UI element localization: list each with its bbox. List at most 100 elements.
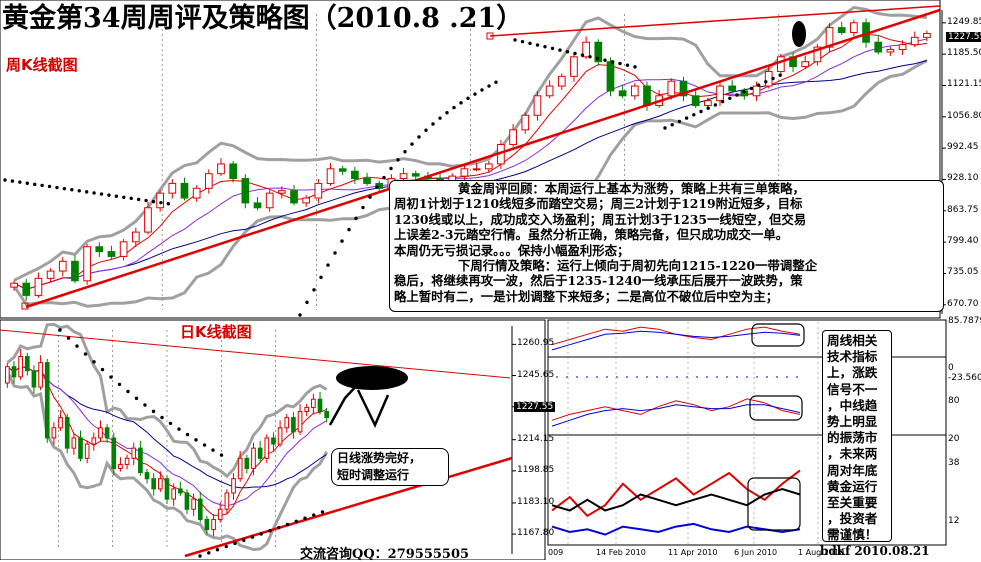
weekly-candle-body <box>764 70 773 87</box>
weekly-candle-body <box>594 41 603 63</box>
weekly-candle-body <box>752 85 761 97</box>
daily-candle-body <box>118 463 123 470</box>
weekly-dot <box>595 56 600 61</box>
daily-dot <box>250 535 255 539</box>
weekly-dot <box>778 73 782 77</box>
weekly-candle-body <box>302 197 311 204</box>
weekly-candle-body <box>691 95 700 107</box>
indicator-series-line <box>551 488 801 512</box>
weekly-candle-body <box>521 114 530 131</box>
weekly-ma-mid <box>13 38 928 290</box>
daily-dot <box>268 529 272 533</box>
weekly-candle-body <box>777 56 785 72</box>
indicator-note-box: 周线相关 技术指标 上，涨跌 信号不一 ，中线趋 势上明显 的振荡市 ，未来两 … <box>822 330 892 542</box>
weekly-candle-body <box>168 182 177 194</box>
weekly-dot <box>396 158 400 162</box>
weekly-axis-label: 799.40 <box>947 236 979 247</box>
indicator-note-line: 上，涨跌 <box>827 365 878 381</box>
daily-axis-label: 1167.80 <box>517 528 555 539</box>
daily-axis-label: 1245.65 <box>517 369 555 380</box>
weekly-candle-body <box>557 75 566 87</box>
indicator-note-line: 需谨慎！ <box>827 527 878 543</box>
weekly-dot <box>18 180 22 184</box>
daily-candle-body <box>64 417 70 449</box>
weekly-dot <box>603 58 607 62</box>
daily-candle-body <box>251 447 256 470</box>
weekly-dot <box>99 192 104 196</box>
daily-candle-body <box>297 410 303 433</box>
weekly-ma-short <box>13 33 927 290</box>
weekly-candle-body <box>923 32 931 38</box>
weekly-dot <box>452 105 456 110</box>
daily-dot <box>83 352 88 356</box>
weekly-candle-body <box>58 260 67 272</box>
weekly-dot <box>166 202 171 206</box>
weekly-dot <box>513 38 517 42</box>
indicator-series-line <box>551 404 801 427</box>
weekly-candle-body <box>898 44 907 51</box>
daily-candle-body <box>304 406 310 412</box>
daily-dot <box>277 525 281 530</box>
weekly-dot <box>735 93 739 97</box>
weekly-candle-body <box>290 190 298 204</box>
daily-candle-body <box>18 355 23 378</box>
weekly-candle-body <box>801 61 810 68</box>
daily-panel-label: 日K线截图 <box>180 323 252 341</box>
indicator-note-line: 周对年底 <box>827 462 878 478</box>
weekly-dot <box>618 61 622 66</box>
weekly-dot <box>699 109 703 114</box>
indicator-note-line: ，未来两 <box>827 446 878 462</box>
weekly-dot <box>580 53 585 57</box>
weekly-dot <box>466 96 470 101</box>
weekly-dot <box>144 198 148 203</box>
weekly-candle-body <box>71 260 79 282</box>
weekly-dot <box>84 190 89 194</box>
weekly-dot <box>771 76 775 81</box>
daily-candle-body <box>98 427 103 439</box>
weekly-dot <box>543 45 547 49</box>
weekly-annotations <box>3 5 941 317</box>
daily-candle-body <box>204 518 210 531</box>
weekly-dot <box>706 106 710 110</box>
indicator-note-line: 信号不一 <box>827 381 878 397</box>
daily-candle-body <box>4 366 10 384</box>
daily-dot <box>219 453 224 457</box>
indicator-axis-label: 38 <box>948 458 960 468</box>
indicator-note-line: 势上明显 <box>827 414 878 430</box>
weekly-dot <box>610 60 615 64</box>
weekly-axis-label: 928.10 <box>947 173 979 184</box>
weekly-dot <box>713 103 718 107</box>
weekly-axis-label: 863.75 <box>947 204 979 215</box>
commentary-line: 周初1计划于1210线短多而踏空交易；周三2计划于1219附近短多，目标 <box>394 196 803 212</box>
indicator-note-line: 周线相关 <box>827 333 878 348</box>
weekly-candle-body <box>606 61 615 92</box>
weekly-candle-body <box>703 100 712 107</box>
weekly-dot <box>159 200 163 205</box>
indicator-axis-label: 20 <box>948 434 960 444</box>
daily-dot <box>126 389 130 394</box>
weekly-current-price: 1227.55 <box>946 32 981 42</box>
weekly-dot <box>10 179 15 183</box>
daily-dot <box>177 427 181 431</box>
weekly-candle-body <box>10 282 18 288</box>
weekly-candle-body <box>399 173 408 180</box>
weekly-candle-body <box>229 163 238 180</box>
weekly-dot <box>340 239 344 243</box>
daily-arrow-up <box>356 389 390 428</box>
weekly-dot <box>742 90 746 94</box>
weekly-candle-body <box>570 56 578 77</box>
weekly-low-marker <box>21 302 29 310</box>
indicator-note-line: ，中线趋 <box>827 397 878 413</box>
weekly-dot <box>663 126 667 130</box>
daily-candle-body <box>111 437 117 470</box>
weekly-target-ellipse <box>792 21 806 47</box>
daily-dot <box>198 554 202 558</box>
daily-dot <box>185 432 190 437</box>
weekly-candle-body <box>192 187 201 199</box>
daily-candle-body <box>184 492 190 510</box>
weekly-candle-body <box>850 22 858 33</box>
commentary-line: 本周仍无亏损记录。。。保持小幅盈利形态； <box>394 242 630 258</box>
weekly-dot <box>375 185 379 189</box>
weekly-dot <box>107 193 111 197</box>
weekly-candle-body <box>326 168 335 184</box>
